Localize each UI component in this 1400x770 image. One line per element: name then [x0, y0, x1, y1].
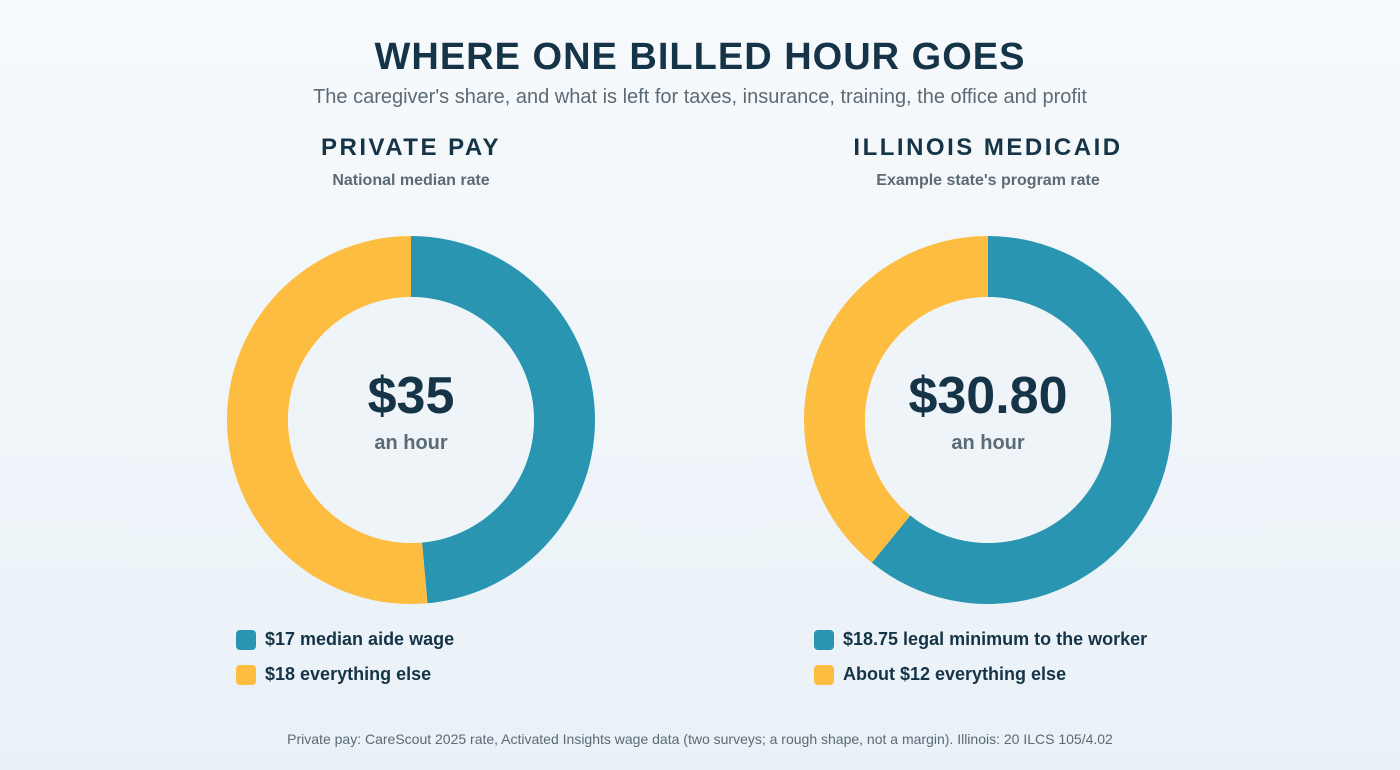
donut-slice-worker-share [871, 236, 1172, 604]
donut-chart-private-pay [227, 236, 595, 604]
legend-label: $17 median aide wage [265, 629, 455, 649]
legend-swatch-worker [236, 629, 256, 650]
legend-item: About $12 everything else [814, 657, 1147, 692]
center-unit: an hour [374, 432, 448, 454]
panel-title: ILLINOIS MEDICAID [853, 134, 1123, 161]
donut-slice-everything-else [804, 236, 988, 563]
legend-item: $17 median aide wage [236, 622, 454, 657]
chart-subtitle: The caregiver's share, and what is left … [313, 86, 1087, 108]
legend-label: About $12 everything else [843, 664, 1067, 684]
legend-swatch-worker [814, 629, 834, 650]
donut-hole [865, 297, 1111, 543]
legend-illinois-medicaid: $18.75 legal minimum to the worker About… [814, 622, 1147, 692]
legend-label: $18.75 legal minimum to the worker [843, 629, 1148, 649]
panel-illinois-medicaid: ILLINOIS MEDICAID Example state's progra… [788, 134, 1188, 190]
panel-subtitle: Example state's program rate [876, 172, 1100, 189]
panel-title: PRIVATE PAY [321, 134, 501, 161]
center-amount: $30.80 [908, 367, 1068, 425]
donut-chart-illinois-medicaid [804, 236, 1172, 604]
legend-label: $18 everything else [265, 664, 432, 684]
donut-slice-worker-share [411, 236, 595, 604]
legend-swatch-rest [814, 664, 834, 685]
donut-hole [288, 297, 534, 543]
source-footnote: Private pay: CareScout 2025 rate, Activa… [287, 731, 1113, 747]
center-unit: an hour [951, 432, 1025, 454]
legend-swatch-rest [236, 664, 256, 685]
chart-title: WHERE ONE BILLED HOUR GOES [374, 36, 1026, 78]
center-amount: $35 [367, 367, 455, 425]
donut-slice-everything-else [227, 236, 428, 604]
legend-item: $18 everything else [236, 657, 454, 692]
panel-private-pay: PRIVATE PAY National median rate [211, 134, 611, 190]
legend-item: $18.75 legal minimum to the worker [814, 622, 1147, 657]
legend-private-pay: $17 median aide wage $18 everything else [236, 622, 454, 692]
panel-subtitle: National median rate [332, 172, 490, 189]
